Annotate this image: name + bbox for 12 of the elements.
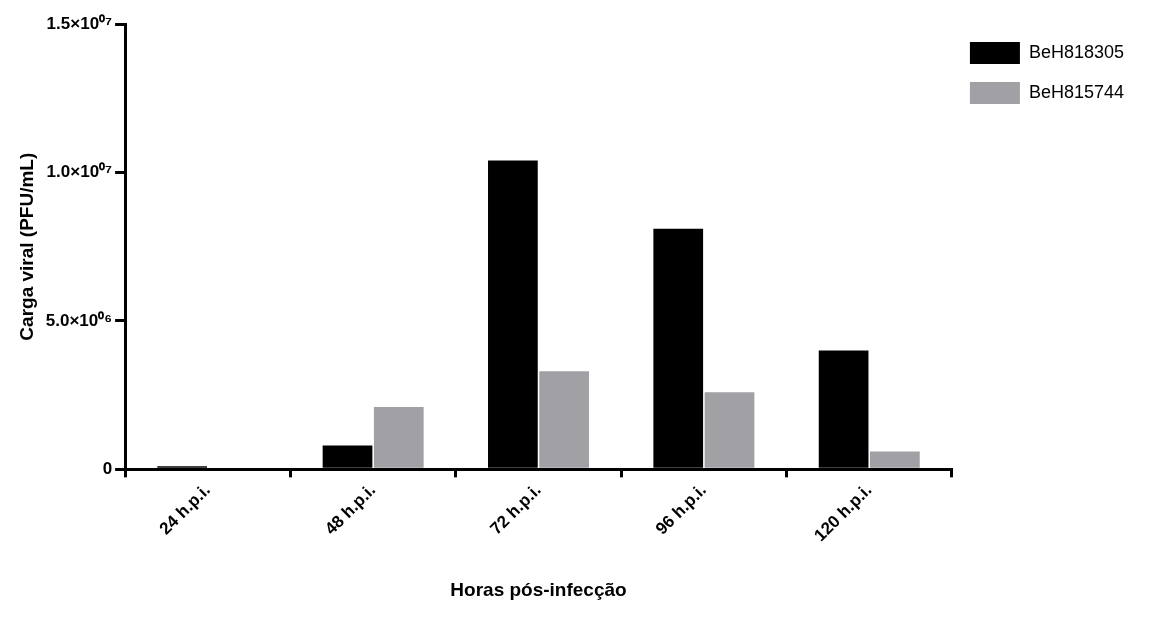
y-axis-title: Carga viral (PFU/mL) [15, 152, 37, 341]
legend-label: BeH818305 [1028, 41, 1125, 62]
legend-label: BeH815744 [1028, 81, 1125, 102]
x-axis-title: Horas pós-infecção [450, 578, 627, 600]
y-tick-label: 1.0×10⁰⁷ [46, 162, 113, 182]
bar [539, 371, 589, 468]
y-tick-label: 5.0×10⁰⁶ [45, 310, 113, 330]
y-tick-label: 1.5×10⁰⁷ [46, 13, 113, 33]
bar [704, 392, 755, 468]
bar [373, 406, 424, 468]
bar [870, 451, 920, 468]
y-tick-label: 0 [102, 459, 113, 479]
